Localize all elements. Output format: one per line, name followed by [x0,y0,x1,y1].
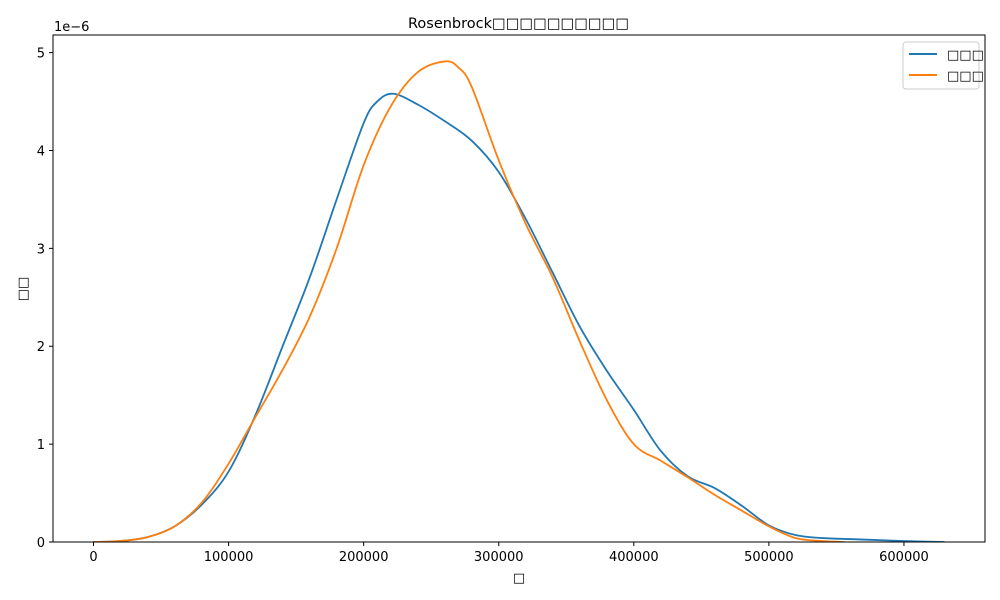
y-tick-label: 1 [37,438,45,453]
chart-title: Rosenbrock□□□□□□□□□□ [408,16,629,32]
series-line-1 [93,92,945,542]
x-tick-label: 100000 [204,550,254,565]
x-axis: 0 100000 200000 300000 400000 500000 600000 [89,542,929,565]
series-line-2 [93,60,845,542]
plot-frame [52,34,986,543]
series-layer [93,60,945,542]
legend-label-series-1: □□□ [947,48,984,63]
y-tick-label: 3 [37,242,45,257]
x-axis-label: □ [513,571,525,586]
y-tick-label: 5 [37,47,45,62]
y-axis: 0 1 2 3 4 5 [37,47,53,551]
y-tick-label: 2 [37,340,45,355]
x-tick-label: 400000 [609,550,659,565]
x-tick-label: 0 [89,550,97,565]
legend-label-series-2: □□□ [947,69,984,84]
legend: □□□ □□□ [902,41,984,90]
x-tick-label: 300000 [474,550,524,565]
y-tick-label: 0 [37,536,45,551]
y-tick-label: 4 [37,144,45,159]
x-tick-label: 600000 [879,550,929,565]
x-tick-label: 500000 [744,550,794,565]
y-offset-label: 1e−6 [54,20,89,35]
plot-area [93,60,945,542]
y-axis-label: □□ [16,277,31,302]
x-tick-label: 200000 [339,550,389,565]
